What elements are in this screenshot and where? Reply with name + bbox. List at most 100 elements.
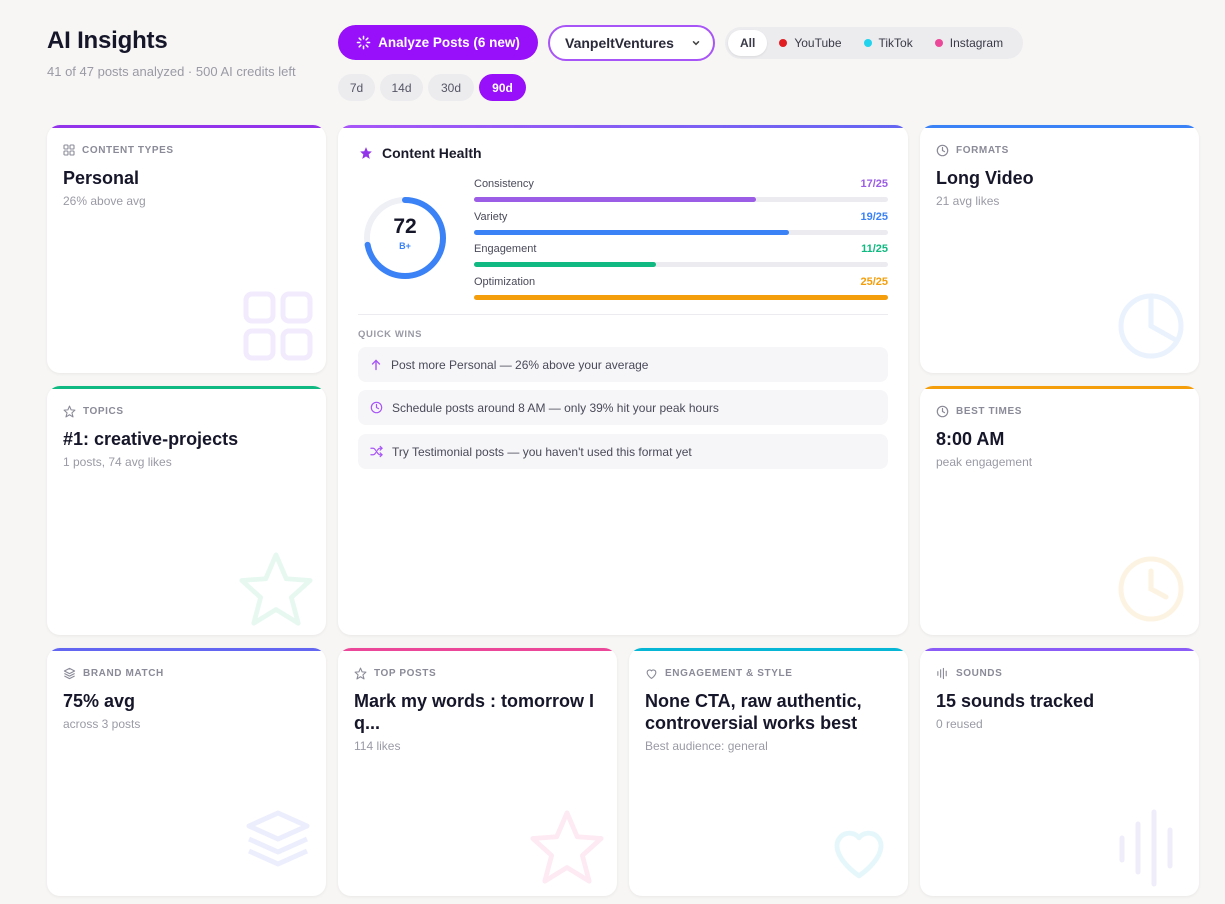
metric-engagement: Engagement 11/25 <box>474 243 888 267</box>
quick-win-item[interactable]: Try Testimonial posts — you haven't used… <box>358 434 888 469</box>
metric-track <box>474 295 888 300</box>
content-types-card[interactable]: CONTENT TYPES Personal 26% above avg <box>47 125 326 373</box>
tiktok-dot-icon <box>863 39 872 47</box>
date-range-filter: 7d 14d 30d 90d <box>338 74 526 101</box>
chevron-down-icon <box>692 41 700 46</box>
health-score-ring <box>364 197 446 279</box>
quick-wins-label: QUICK WINS <box>358 329 423 340</box>
platform-filter-all[interactable]: All <box>728 30 768 56</box>
quick-win-item[interactable]: Post more Personal — 26% above your aver… <box>358 347 888 382</box>
analyze-posts-button[interactable]: Analyze Posts (6 new) <box>338 25 538 60</box>
brand-match-value: 75% avg <box>63 691 136 711</box>
top-posts-card[interactable]: TOP POSTS Mark my words : tomorrow I q..… <box>338 648 617 896</box>
metric-consistency: Consistency 17/25 <box>474 178 888 202</box>
card-label: ENGAGEMENT & STYLE <box>645 667 792 680</box>
instagram-dot-icon <box>934 39 943 47</box>
quick-win-text: Try Testimonial posts — you haven't used… <box>392 444 692 459</box>
content-health-title: Content Health <box>359 145 482 161</box>
best-times-value: 8:00 AM <box>936 429 1005 449</box>
platform-filter-label: Instagram <box>949 36 1004 50</box>
metric-variety: Variety 19/25 <box>474 211 888 235</box>
metric-track <box>474 230 888 235</box>
engagement-style-sub: Best audience: general <box>645 739 768 753</box>
star-icon <box>63 405 76 418</box>
shuffle-icon <box>370 445 383 458</box>
platform-filter-label: TikTok <box>878 36 913 50</box>
layers-decor-icon <box>246 810 310 867</box>
best-times-card[interactable]: BEST TIMES 8:00 AM peak engagement <box>920 386 1199 635</box>
content-types-sub: 26% above avg <box>63 194 146 208</box>
sounds-sub: 0 reused <box>936 717 983 731</box>
metric-track <box>474 197 888 202</box>
star-icon <box>354 667 367 680</box>
platform-filter-tiktok[interactable]: TikTok <box>854 30 923 56</box>
topics-value: #1: creative-projects <box>63 429 239 449</box>
range-90d[interactable]: 90d <box>479 74 526 101</box>
top-posts-sub: 114 likes <box>354 739 401 753</box>
clock-icon <box>370 401 383 414</box>
page-title: AI Insights <box>47 27 168 54</box>
topics-sub: 1 posts, 74 avg likes <box>63 455 172 469</box>
sounds-label: SOUNDS <box>956 668 1003 679</box>
platform-filter: All YouTube TikTok Instagram <box>725 27 1023 59</box>
formats-sub: 21 avg likes <box>936 194 1000 208</box>
brand-match-card[interactable]: BRAND MATCH 75% avg across 3 posts <box>47 648 326 896</box>
metric-name: Engagement <box>474 243 537 255</box>
top-posts-value: Mark my words : tomorrow I q... <box>354 691 595 733</box>
best-times-label: BEST TIMES <box>956 406 1023 417</box>
star-decor-icon <box>530 810 604 884</box>
range-30d[interactable]: 30d <box>428 74 474 101</box>
metric-track <box>474 262 888 267</box>
engagement-style-label: ENGAGEMENT & STYLE <box>665 668 793 679</box>
topics-card[interactable]: TOPICS #1: creative-projects 1 posts, 74… <box>47 386 326 635</box>
quick-win-item[interactable]: Schedule posts around 8 AM — only 39% hi… <box>358 390 888 425</box>
card-label: BEST TIMES <box>936 405 1022 418</box>
card-label: TOP POSTS <box>354 667 436 680</box>
engagement-style-card[interactable]: ENGAGEMENT & STYLE None CTA, raw authent… <box>629 648 908 896</box>
range-14d[interactable]: 14d <box>380 74 423 101</box>
star-decor-icon <box>239 552 313 626</box>
clock-icon <box>936 144 949 157</box>
health-score-value: 72 <box>393 215 417 238</box>
metric-optimization: Optimization 25/25 <box>474 276 888 300</box>
sparkle-star-icon <box>360 147 372 159</box>
metric-fill <box>474 262 657 267</box>
youtube-dot-icon <box>779 39 788 47</box>
heart-icon <box>646 669 657 679</box>
metric-name: Variety <box>474 211 508 223</box>
metric-fill <box>474 197 756 202</box>
range-7d[interactable]: 7d <box>338 74 375 101</box>
metric-value: 11/25 <box>861 243 888 255</box>
content-health-title-text: Content Health <box>382 145 482 161</box>
soundwave-icon <box>937 667 947 680</box>
account-select[interactable]: VanpeltVentures <box>548 25 715 61</box>
account-select-value: VanpeltVentures <box>565 35 674 51</box>
sounds-value: 15 sounds tracked <box>936 691 1095 711</box>
divider <box>358 314 888 315</box>
layers-icon <box>63 667 76 680</box>
topics-label: TOPICS <box>83 406 124 417</box>
brand-match-label: BRAND MATCH <box>83 668 164 679</box>
soundwave-decor-icon <box>1119 809 1173 887</box>
pie-clock-decor-icon <box>1118 293 1184 359</box>
platform-filter-instagram[interactable]: Instagram <box>925 30 1013 56</box>
heart-decor-icon <box>834 830 884 879</box>
quick-win-text: Schedule posts around 8 AM — only 39% hi… <box>392 400 719 415</box>
platform-filter-youtube[interactable]: YouTube <box>769 30 851 56</box>
platform-filter-label: YouTube <box>794 36 842 50</box>
content-types-value: Personal <box>63 168 140 188</box>
sounds-card[interactable]: SOUNDS 15 sounds tracked 0 reused <box>920 648 1199 896</box>
metric-name: Optimization <box>474 276 536 288</box>
card-label: FORMATS <box>936 144 1009 157</box>
metric-value: 17/25 <box>860 178 888 190</box>
formats-card[interactable]: FORMATS Long Video 21 avg likes <box>920 125 1199 373</box>
metric-value: 25/25 <box>860 276 888 288</box>
quick-win-text: Post more Personal — 26% above your aver… <box>391 357 649 372</box>
formats-label: FORMATS <box>956 145 1009 156</box>
metric-fill <box>474 230 789 235</box>
metric-fill <box>474 295 888 300</box>
page-subtitle: 41 of 47 posts analyzed · 500 AI credits… <box>47 64 296 79</box>
loading-spinner-icon <box>356 35 371 50</box>
metric-name: Consistency <box>474 178 534 190</box>
brand-match-sub: across 3 posts <box>63 717 141 731</box>
